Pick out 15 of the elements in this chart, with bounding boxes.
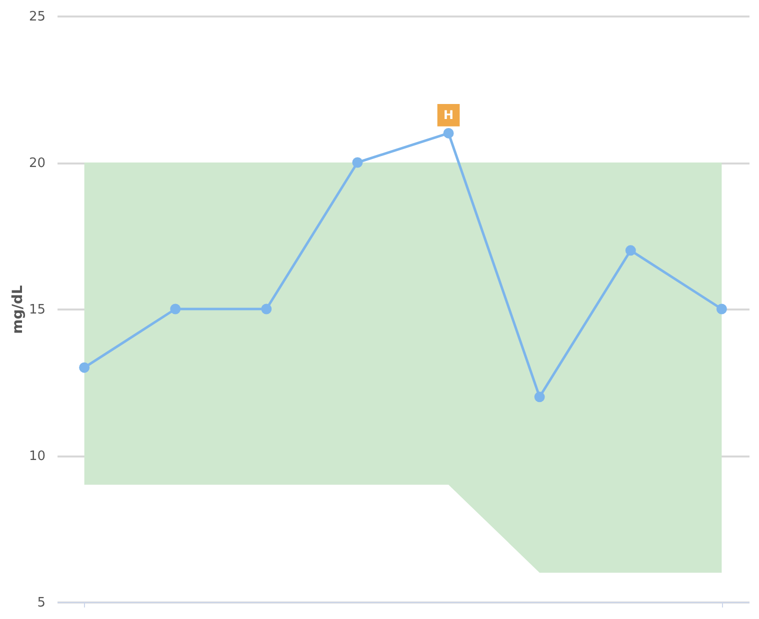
point [443,128,454,138]
y-tick-label: 10 [28,449,46,464]
y-tick-label: 15 [28,302,46,318]
point [352,157,363,168]
point [261,304,272,314]
y-tick-label: 5 [37,596,46,610]
y-tick-label: 20 [28,156,46,171]
y-axis-title: mg/dL [10,285,26,334]
point [625,245,636,256]
point [716,304,727,314]
annotation: H [444,108,454,122]
point [170,304,181,314]
point [79,362,90,373]
point [534,392,545,402]
y-tick-label: 25 [28,10,46,24]
